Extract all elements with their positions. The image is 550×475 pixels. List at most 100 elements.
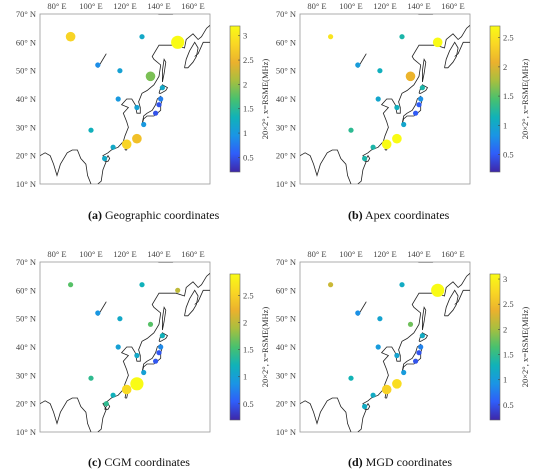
coastline-segment [157, 262, 174, 263]
data-point [115, 96, 121, 102]
data-point [401, 121, 407, 128]
x-tick-label: 160° E [441, 249, 464, 259]
x-tick-label: 140° E [147, 1, 170, 11]
coastline-segment [157, 14, 174, 15]
colorbar-tick-label: 1 [243, 128, 247, 138]
coastline-segment [300, 397, 352, 432]
data-point [370, 144, 376, 150]
coastline-segment [454, 289, 470, 305]
data-point [431, 283, 445, 297]
colorbar-tick-label: 0.5 [243, 399, 254, 409]
y-tick-label: 10° N [276, 427, 296, 437]
y-tick-label: 50° N [16, 314, 36, 324]
coastline-segment [162, 306, 167, 331]
data-point [328, 34, 334, 40]
colorbar-tick-label: 1.5 [503, 350, 514, 360]
data-point [399, 34, 405, 40]
colorbar-tick-label: 0.5 [503, 149, 514, 159]
data-point [419, 333, 425, 339]
colorbar: 0.5 1 1.5 2 2.5 3 20×2°, x=RSME(MHz) [229, 25, 270, 173]
colorbar-tick-label: 0.5 [503, 400, 514, 410]
plot-area [39, 261, 211, 433]
colorbar-label: 20×2°, x=RSME(MHz) [520, 59, 530, 140]
x-tick-label: 140° E [407, 1, 430, 11]
y-tick-label: 30° N [276, 370, 296, 380]
caption-d-text: MGD coordinates [365, 455, 452, 469]
colorbar-tick-label: 1 [503, 120, 507, 130]
data-point [392, 379, 402, 389]
caption-c: (c) CGM coordinates [88, 455, 190, 470]
colorbar-tick-label: 2.5 [243, 55, 254, 65]
data-point [432, 37, 443, 48]
x-tick-label: 160° E [181, 249, 204, 259]
data-point [418, 96, 424, 102]
chart-panel-a: 80° E 100° E 120° E 140° E 160° E 10° N 20° N 3… [16, 1, 270, 189]
caption-a-text: Geographic coordinates [105, 208, 220, 222]
coastline-segment [162, 58, 167, 83]
data-point [416, 350, 422, 356]
y-tick-label: 30° N [16, 370, 36, 380]
data-point [158, 96, 164, 102]
colorbar-tick-label: 1 [503, 375, 507, 385]
caption-c-label: (c) [88, 455, 102, 469]
coastline-segment [417, 14, 434, 15]
y-tick-label: 20° N [16, 151, 36, 161]
colorbar-label: 20×2°, x=RSME(MHz) [520, 307, 530, 388]
plot-area [299, 13, 471, 185]
data-point [413, 110, 419, 116]
colorbar: 0.5 1 1.5 2 2.5 20×2°, x=RSME(MHz) [229, 273, 270, 421]
plot-area [299, 261, 471, 433]
data-point [95, 62, 101, 68]
colorbar-tick-label: 2.5 [243, 291, 254, 301]
y-tick-label: 70° N [276, 9, 296, 19]
colorbar-tick-label: 2 [243, 79, 247, 89]
y-tick-label: 60° N [276, 37, 296, 47]
data-point [117, 68, 123, 74]
coastline-segment [422, 58, 427, 83]
caption-a-label: (a) [88, 208, 102, 222]
data-point [171, 35, 185, 49]
coastline-segment [40, 397, 92, 432]
x-tick-label: 80° E [307, 249, 326, 259]
data-point [328, 282, 334, 288]
colorbar-gradient [229, 25, 241, 173]
data-point [145, 71, 156, 82]
data-point [117, 316, 123, 322]
x-tick-label: 120° E [113, 249, 136, 259]
data-point [399, 282, 405, 288]
caption-a: (a) Geographic coordinates [88, 208, 219, 223]
data-point [121, 384, 132, 395]
x-tick-label: 120° E [373, 1, 396, 11]
data-point [394, 104, 400, 111]
x-tick-label: 80° E [47, 1, 66, 11]
data-point [377, 316, 383, 322]
data-point [159, 333, 165, 339]
coastline-segment [444, 41, 459, 69]
y-tick-label: 60° N [276, 285, 296, 295]
x-tick-label: 100° E [339, 249, 362, 259]
coastline-segment [300, 149, 352, 184]
coastline-segment [184, 41, 199, 69]
y-tick-label: 20° N [276, 151, 296, 161]
y-tick-label: 40° N [16, 342, 36, 352]
x-tick-label: 140° E [147, 249, 170, 259]
y-tick-label: 50° N [276, 314, 296, 324]
y-tick-label: 40° N [16, 94, 36, 104]
data-point [147, 321, 154, 327]
colorbar-tick-label: 1 [243, 372, 247, 382]
data-point [103, 401, 109, 407]
data-point [377, 68, 383, 74]
coastline-segment [444, 289, 459, 317]
data-point [88, 375, 94, 381]
data-point [130, 377, 144, 391]
x-tick-label: 100° E [79, 1, 102, 11]
data-point [153, 110, 159, 116]
y-tick-label: 70° N [16, 9, 36, 19]
chart-panel-c: 80° E 100° E 120° E 140° E 160° E 10° N 20° N 3… [16, 249, 270, 437]
data-point [139, 34, 145, 40]
data-point [139, 282, 145, 288]
x-tick-label: 80° E [307, 1, 326, 11]
data-point [416, 102, 422, 108]
coastline-segment [422, 306, 427, 331]
data-point [355, 310, 361, 316]
